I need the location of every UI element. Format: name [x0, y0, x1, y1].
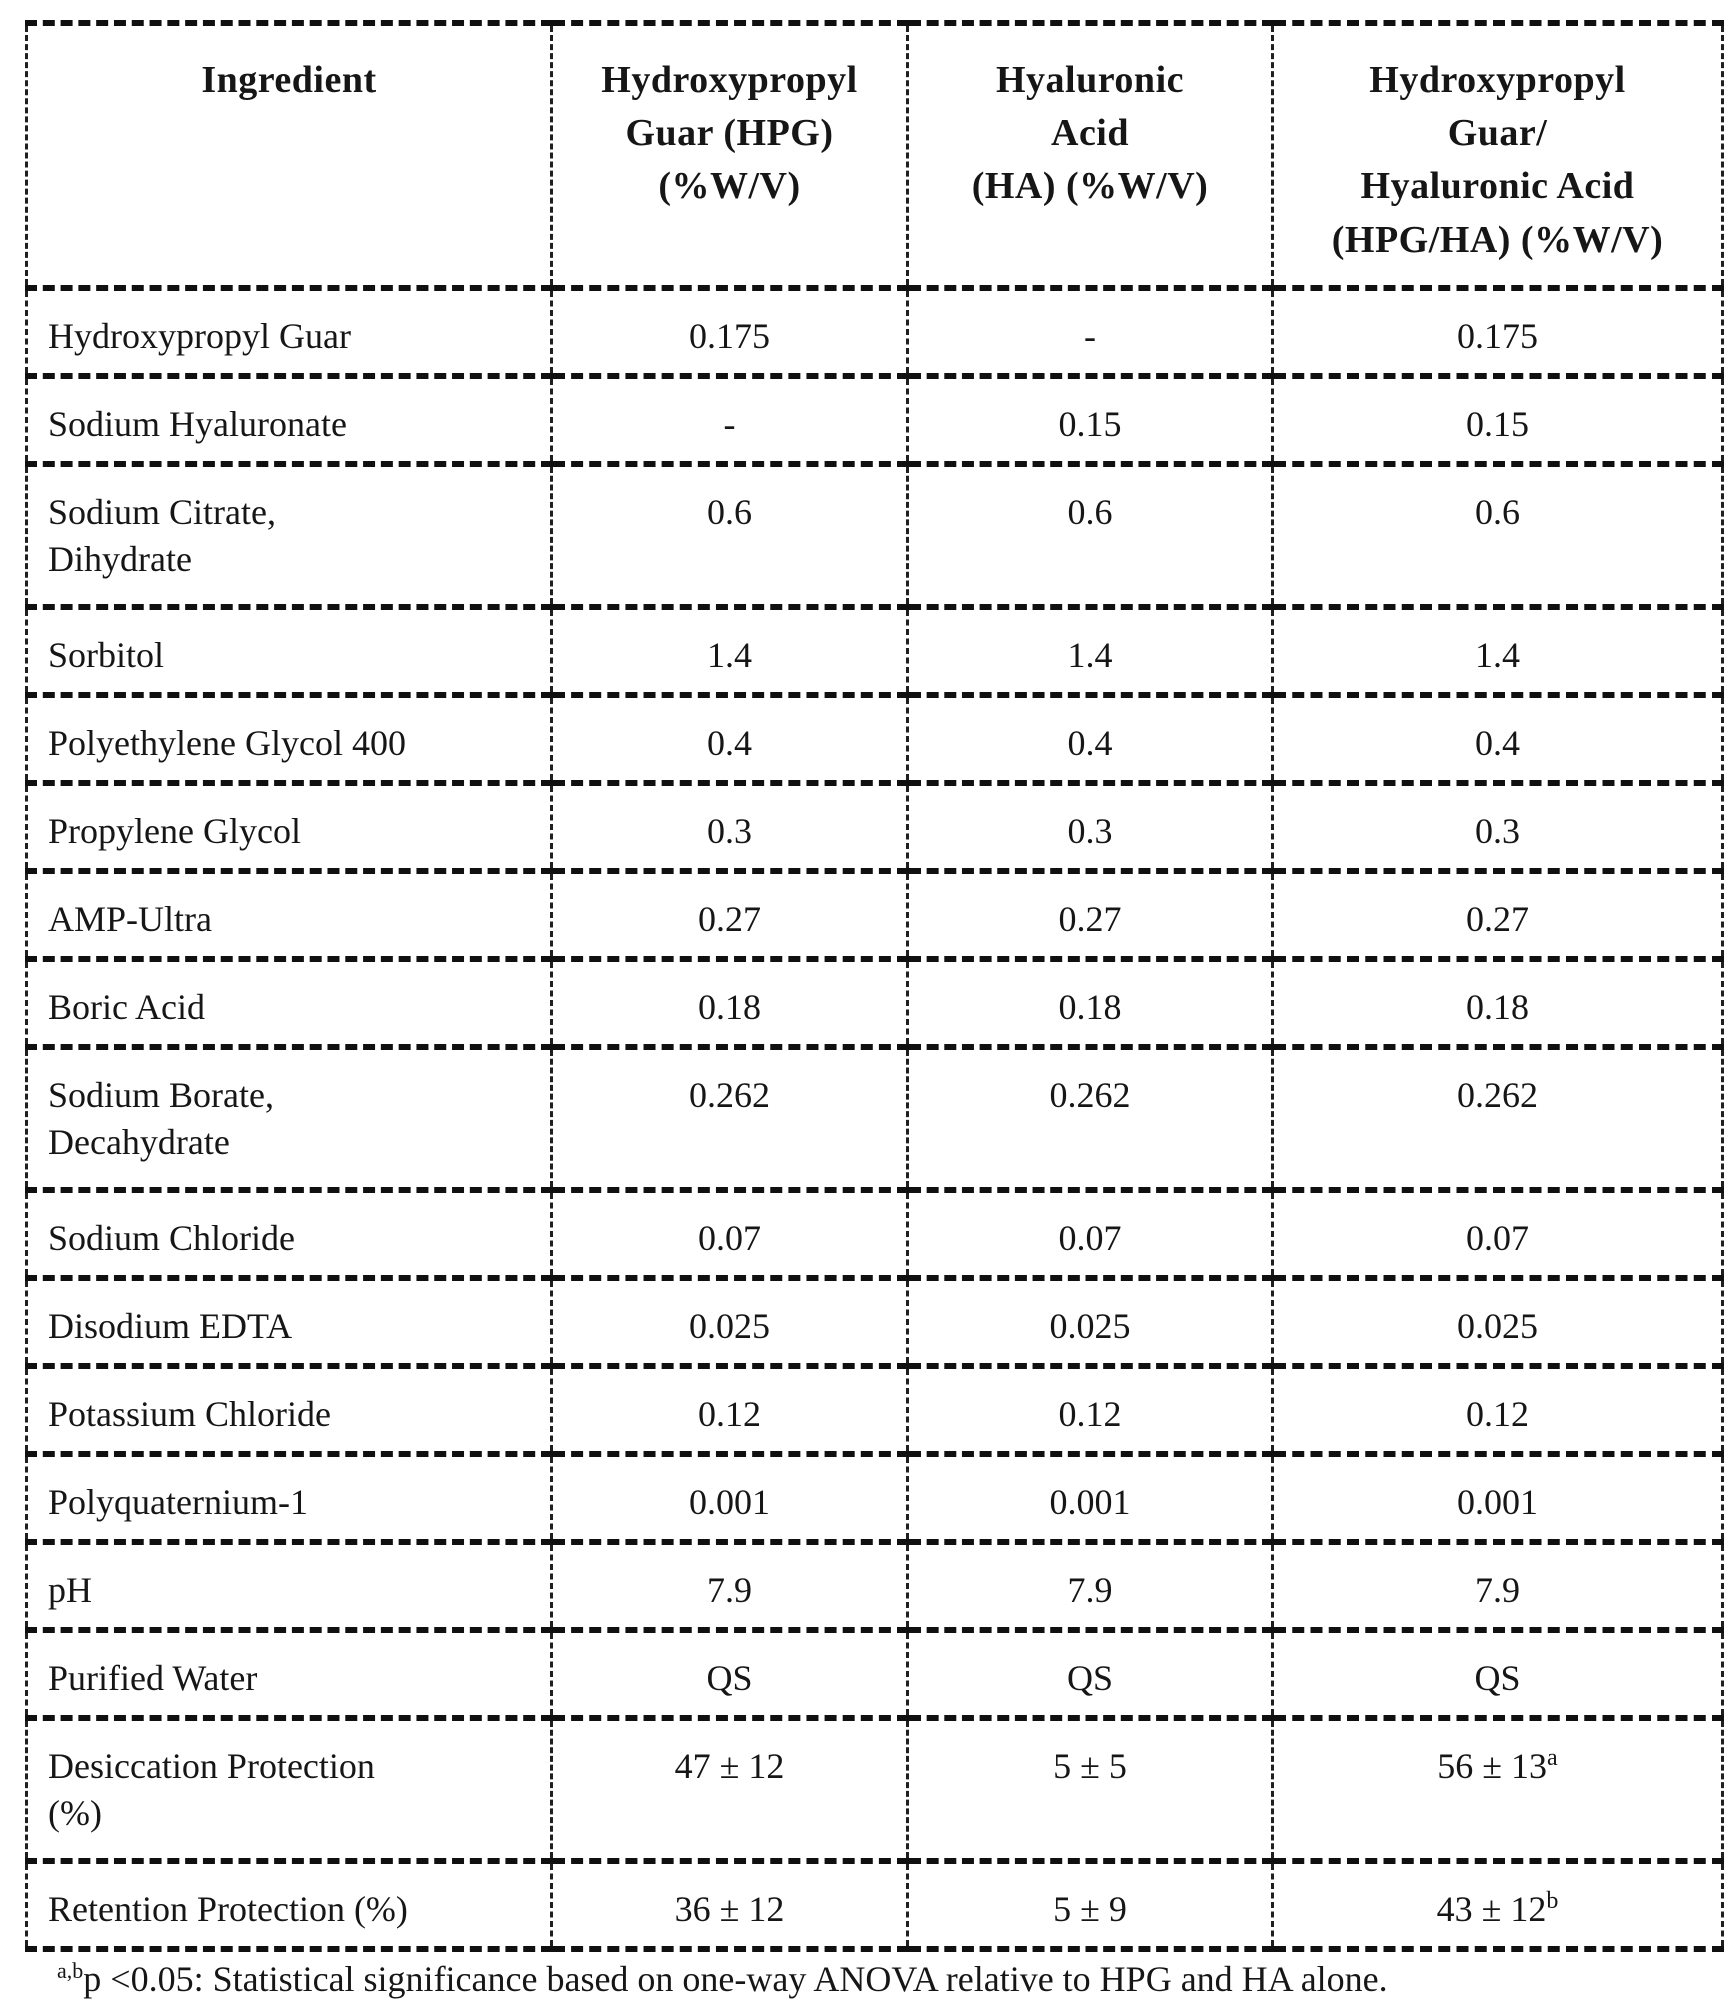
table-row: Sodium Chloride 0.07 0.07 0.07: [25, 1187, 1724, 1281]
formulation-table: Ingredient Hydroxypropyl Guar (HPG) (%W/…: [25, 20, 1724, 1952]
hpg-value-cell: 36 ± 12: [550, 1858, 909, 1952]
table-row: Potassium Chloride 0.12 0.12 0.12: [25, 1363, 1724, 1457]
ingredient-cell: pH: [25, 1539, 553, 1633]
hpg-ha-value-cell: 7.9: [1271, 1539, 1724, 1633]
ingredient-cell: Desiccation Protection (%): [25, 1715, 553, 1864]
hpg-ha-value-cell: 0.001: [1271, 1451, 1724, 1545]
hpg-ha-value-cell: 0.15: [1271, 373, 1724, 467]
ingredient-cell: Purified Water: [25, 1627, 553, 1721]
hpg-ha-value-cell: 0.4: [1271, 692, 1724, 786]
ingredient-cell: Potassium Chloride: [25, 1363, 553, 1457]
table-row: Disodium EDTA 0.025 0.025 0.025: [25, 1275, 1724, 1369]
ha-value-cell: 0.3: [906, 780, 1274, 874]
column-header-ha: Hyaluronic Acid (HA) (%W/V): [906, 20, 1274, 291]
hpg-value-cell: 0.18: [550, 956, 909, 1050]
table-row: Sodium Hyaluronate - 0.15 0.15: [25, 373, 1724, 467]
ha-value-cell: 0.025: [906, 1275, 1274, 1369]
hpg-ha-value-cell: 0.27: [1271, 868, 1724, 962]
ha-value-cell: 0.15: [906, 373, 1274, 467]
ingredient-cell: Polyethylene Glycol 400: [25, 692, 553, 786]
hpg-value-cell: 0.3: [550, 780, 909, 874]
footnote-ref-a: a: [1547, 1745, 1558, 1771]
ha-value-cell: 0.001: [906, 1451, 1274, 1545]
table-row: Sorbitol 1.4 1.4 1.4: [25, 604, 1724, 698]
table-row: Propylene Glycol 0.3 0.3 0.3: [25, 780, 1724, 874]
footnote: a,bp <0.05: Statistical significance bas…: [25, 1958, 1720, 2001]
ingredient-cell: Sodium Borate, Decahydrate: [25, 1044, 553, 1193]
footnote-text: p <0.05: Statistical significance based …: [83, 1959, 1388, 1999]
ha-value-cell: 5 ± 9: [906, 1858, 1274, 1952]
hpg-ha-value-cell: 1.4: [1271, 604, 1724, 698]
table-row: pH 7.9 7.9 7.9: [25, 1539, 1724, 1633]
ha-value-cell: QS: [906, 1627, 1274, 1721]
ha-value-cell: 0.07: [906, 1187, 1274, 1281]
table-row: Polyethylene Glycol 400 0.4 0.4 0.4: [25, 692, 1724, 786]
hpg-value-cell: QS: [550, 1627, 909, 1721]
hpg-value-cell: 0.001: [550, 1451, 909, 1545]
ingredient-cell: Sodium Hyaluronate: [25, 373, 553, 467]
ingredient-cell: Boric Acid: [25, 956, 553, 1050]
hpg-ha-value-cell: 0.12: [1271, 1363, 1724, 1457]
hpg-ha-value-cell: 0.175: [1271, 285, 1724, 379]
table-row: Boric Acid 0.18 0.18 0.18: [25, 956, 1724, 1050]
hpg-ha-value-cell: 0.07: [1271, 1187, 1724, 1281]
hpg-ha-value-cell: 0.262: [1271, 1044, 1724, 1193]
ha-value-cell: 0.18: [906, 956, 1274, 1050]
ha-value-cell: 0.262: [906, 1044, 1274, 1193]
hpg-value-cell: 0.262: [550, 1044, 909, 1193]
ha-value-cell: 5 ± 5: [906, 1715, 1274, 1864]
hpg-ha-value-cell: 0.6: [1271, 461, 1724, 610]
hpg-value-cell: 0.12: [550, 1363, 909, 1457]
hpg-ha-value-cell: 0.025: [1271, 1275, 1724, 1369]
ingredient-cell: Sodium Citrate, Dihydrate: [25, 461, 553, 610]
hpg-value-cell: -: [550, 373, 909, 467]
hpg-value-cell: 0.27: [550, 868, 909, 962]
ha-value-cell: 0.12: [906, 1363, 1274, 1457]
ha-value-cell: 7.9: [906, 1539, 1274, 1633]
ingredient-cell: AMP-Ultra: [25, 868, 553, 962]
column-header-ingredient: Ingredient: [25, 20, 553, 291]
hpg-value-cell: 7.9: [550, 1539, 909, 1633]
ingredient-cell: Propylene Glycol: [25, 780, 553, 874]
hpg-ha-value-cell: 56 ± 13a: [1271, 1715, 1724, 1864]
table-row: Sodium Citrate, Dihydrate 0.6 0.6 0.6: [25, 461, 1724, 610]
hpg-value-cell: 0.4: [550, 692, 909, 786]
hpg-ha-value-cell: 43 ± 12b: [1271, 1858, 1724, 1952]
footnote-ref-b: b: [1546, 1888, 1559, 1914]
hpg-value-cell: 0.175: [550, 285, 909, 379]
ingredient-cell: Retention Protection (%): [25, 1858, 553, 1952]
ingredient-cell: Sodium Chloride: [25, 1187, 553, 1281]
ingredient-cell: Polyquaternium-1: [25, 1451, 553, 1545]
table-row: Polyquaternium-1 0.001 0.001 0.001: [25, 1451, 1724, 1545]
table-row: AMP-Ultra 0.27 0.27 0.27: [25, 868, 1724, 962]
table-row: Purified Water QS QS QS: [25, 1627, 1724, 1721]
ha-value-cell: -: [906, 285, 1274, 379]
hpg-ha-value-cell: 0.3: [1271, 780, 1724, 874]
footnote-marker: a,b: [57, 1958, 84, 1983]
header-row: Ingredient Hydroxypropyl Guar (HPG) (%W/…: [25, 20, 1724, 291]
hpg-value-cell: 1.4: [550, 604, 909, 698]
ingredient-cell: Sorbitol: [25, 604, 553, 698]
column-header-hpg-ha: Hydroxypropyl Guar/ Hyaluronic Acid (HPG…: [1271, 20, 1724, 291]
table-row: Hydroxypropyl Guar 0.175 - 0.175: [25, 285, 1724, 379]
hpg-ha-value-cell: QS: [1271, 1627, 1724, 1721]
hpg-value-cell: 0.025: [550, 1275, 909, 1369]
ha-value-cell: 0.27: [906, 868, 1274, 962]
column-header-hpg: Hydroxypropyl Guar (HPG) (%W/V): [550, 20, 909, 291]
table-row: Desiccation Protection (%) 47 ± 12 5 ± 5…: [25, 1715, 1724, 1864]
hpg-value-cell: 47 ± 12: [550, 1715, 909, 1864]
ingredient-cell: Disodium EDTA: [25, 1275, 553, 1369]
ha-value-cell: 0.6: [906, 461, 1274, 610]
ingredient-cell: Hydroxypropyl Guar: [25, 285, 553, 379]
value-text: 43 ± 12: [1436, 1889, 1547, 1929]
ha-value-cell: 0.4: [906, 692, 1274, 786]
table-row: Retention Protection (%) 36 ± 12 5 ± 9 4…: [25, 1858, 1724, 1952]
hpg-ha-value-cell: 0.18: [1271, 956, 1724, 1050]
ha-value-cell: 1.4: [906, 604, 1274, 698]
hpg-value-cell: 0.6: [550, 461, 909, 610]
hpg-value-cell: 0.07: [550, 1187, 909, 1281]
value-text: 56 ± 13: [1437, 1746, 1548, 1786]
table-row: Sodium Borate, Decahydrate 0.262 0.262 0…: [25, 1044, 1724, 1193]
